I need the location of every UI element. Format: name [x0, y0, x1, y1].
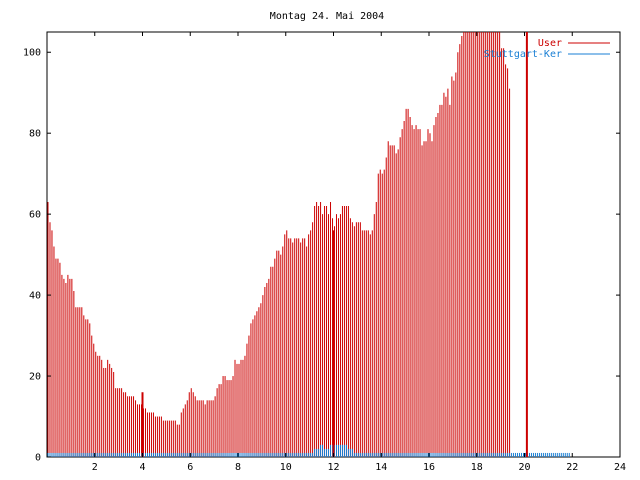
x-tick-label: 10 [280, 462, 292, 473]
y-tick-label: 20 [29, 372, 41, 383]
x-tick-label: 6 [187, 462, 193, 473]
user-bars [47, 32, 511, 457]
x-tick-label: 14 [375, 462, 387, 473]
legend-label-user: User [538, 38, 562, 49]
x-tick-label: 22 [566, 462, 578, 473]
y-tick-label: 100 [23, 48, 41, 59]
y-tick-label: 0 [35, 453, 41, 464]
legend: User Stuttgart-Ker [484, 38, 610, 60]
y-tick-label: 60 [29, 210, 41, 221]
x-tick-label: 2 [92, 462, 98, 473]
x-tick-label: 24 [614, 462, 626, 473]
chart-title: Montag 24. Mai 2004 [270, 11, 384, 22]
y-tick-label: 80 [29, 129, 41, 140]
x-tick-label: 18 [471, 462, 483, 473]
stuttgart-ker-bars [47, 444, 570, 457]
y-tick-label: 40 [29, 291, 41, 302]
x-tick-label: 16 [423, 462, 435, 473]
x-tick-label: 8 [235, 462, 241, 473]
legend-label-stuttgart-ker: Stuttgart-Ker [484, 49, 562, 60]
x-tick-label: 20 [518, 462, 530, 473]
x-tick-label: 4 [139, 462, 145, 473]
x-tick-label: 12 [327, 462, 339, 473]
marker-lines [141, 32, 528, 457]
